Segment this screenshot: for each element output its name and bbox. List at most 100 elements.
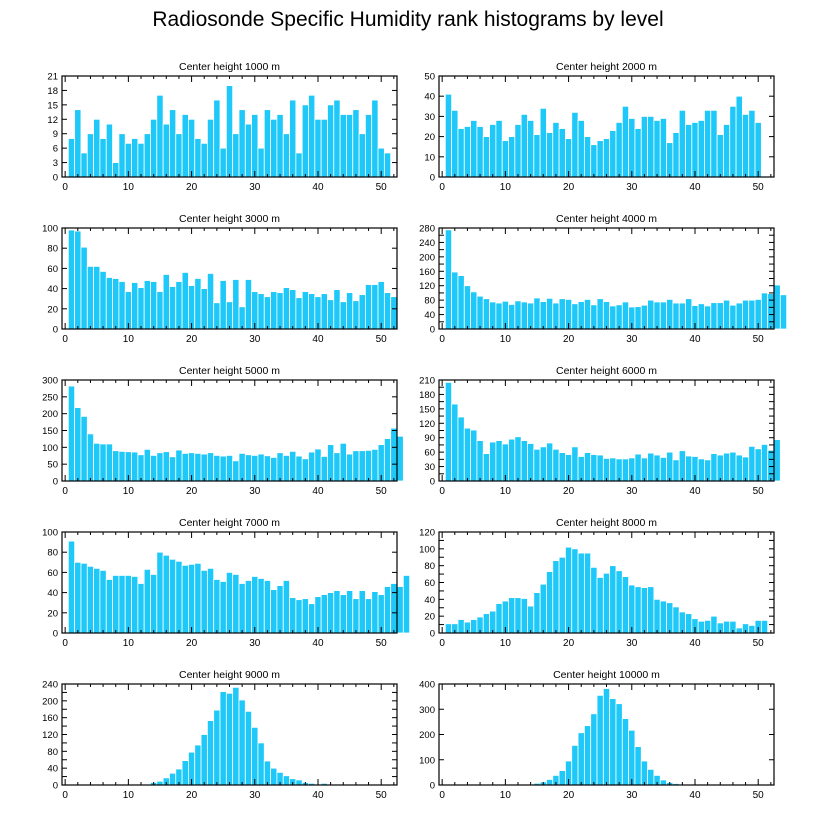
y-tick-label: 20: [47, 304, 58, 315]
x-tick-label: 50: [376, 182, 388, 193]
histogram-bar: [327, 592, 335, 634]
histogram-bar: [346, 114, 354, 178]
chart-title: Center height 8000 m: [556, 517, 657, 529]
histogram-bar: [352, 598, 360, 634]
histogram-bar: [358, 133, 366, 178]
histogram-bar: [244, 123, 253, 178]
histogram-bar: [710, 453, 718, 482]
histogram-bar: [270, 767, 278, 786]
histogram-bar: [527, 302, 535, 330]
histogram-bar: [206, 118, 215, 178]
histogram-bar: [333, 289, 341, 330]
x-tick-label: 40: [689, 182, 701, 193]
histogram-bar: [74, 561, 82, 634]
histogram-bar: [232, 279, 240, 330]
histogram-bar: [124, 575, 132, 634]
histogram-bar: [451, 271, 459, 330]
histogram-bar: [773, 284, 781, 330]
histogram-bar: [640, 457, 648, 482]
histogram-bar: [257, 742, 265, 786]
histogram-bar: [276, 452, 284, 482]
histogram-bar: [137, 142, 145, 178]
histogram-bar: [729, 304, 737, 330]
x-tick-label: 50: [376, 638, 388, 649]
y-tick-label: 120: [419, 528, 435, 539]
histogram-bar: [219, 455, 227, 482]
x-tick-label: 20: [186, 790, 198, 801]
histogram-bar: [539, 107, 547, 178]
histogram-bar: [742, 299, 750, 330]
histogram-bar: [188, 563, 196, 634]
histogram-bar: [653, 120, 661, 178]
histogram-bar: [590, 566, 598, 634]
histogram-bar: [678, 109, 686, 178]
histogram-bar: [402, 575, 411, 634]
histogram-bar: [169, 558, 177, 634]
histogram-bar: [621, 105, 630, 178]
histogram-bar: [118, 450, 126, 482]
x-tick-label: 10: [123, 790, 135, 801]
histogram-bar: [74, 230, 82, 330]
histogram-bar: [482, 613, 490, 634]
histogram-bar: [213, 579, 221, 634]
histogram-bar: [527, 605, 535, 634]
x-tick-label: 10: [500, 334, 512, 345]
histogram-bar: [457, 128, 465, 178]
y-tick-label: 250: [42, 392, 58, 403]
histogram-bar: [295, 152, 303, 178]
x-tick-label: 30: [249, 638, 261, 649]
histogram-bar: [320, 118, 328, 178]
histogram-bar: [270, 589, 278, 634]
histogram-bar: [67, 385, 76, 482]
histogram-bar: [301, 458, 309, 482]
x-tick-label: 50: [376, 486, 388, 497]
histogram-bar: [602, 138, 611, 178]
histogram-bar: [666, 451, 674, 482]
x-tick-label: 0: [62, 486, 68, 497]
histogram-bar: [251, 114, 259, 178]
figure-title: Radiosonde Specific Humidity rank histog…: [152, 8, 664, 31]
histogram-bar: [482, 298, 490, 330]
histogram-bar: [685, 455, 693, 482]
histogram-bar: [301, 598, 309, 634]
histogram-bar: [270, 291, 278, 330]
histogram-bar: [583, 552, 592, 634]
histogram-bar: [194, 562, 202, 634]
histogram-bar: [327, 444, 335, 482]
histogram-bar: [93, 118, 101, 178]
histogram-bar: [470, 619, 478, 634]
histogram-bar: [552, 448, 560, 482]
histogram-bar: [457, 416, 465, 482]
histogram-bar: [358, 450, 366, 482]
chart-title: Center height 9000 m: [179, 669, 280, 681]
histogram-bar: [754, 122, 762, 178]
histogram-bar: [238, 306, 246, 330]
histogram-bar: [99, 271, 107, 330]
histogram-bar: [225, 572, 234, 634]
chart-title: Center height 4000 m: [556, 213, 657, 225]
histogram-bar: [194, 138, 202, 178]
histogram-bar: [346, 590, 354, 634]
histogram-bar: [346, 292, 354, 330]
y-tick-label: 21: [47, 72, 58, 83]
histogram-bar: [238, 452, 246, 482]
x-tick-label: 50: [753, 638, 765, 649]
y-tick-label: 100: [42, 443, 58, 454]
histogram-bar: [86, 433, 94, 482]
histogram-bar: [295, 455, 303, 482]
histogram-bar: [520, 598, 528, 634]
histogram-bar: [640, 760, 648, 786]
histogram-bar: [634, 586, 642, 634]
y-tick-label: 40: [47, 588, 58, 599]
x-tick-label: 20: [563, 334, 575, 345]
histogram-bar: [533, 592, 541, 634]
histogram-bar: [596, 298, 604, 330]
histogram-bar: [602, 688, 611, 786]
histogram-bar: [257, 578, 265, 634]
histogram-bar: [364, 598, 373, 634]
y-tick-label: 120: [419, 419, 435, 430]
histogram-bar: [552, 122, 560, 178]
histogram-bar: [99, 443, 107, 482]
histogram-bar: [181, 760, 189, 786]
